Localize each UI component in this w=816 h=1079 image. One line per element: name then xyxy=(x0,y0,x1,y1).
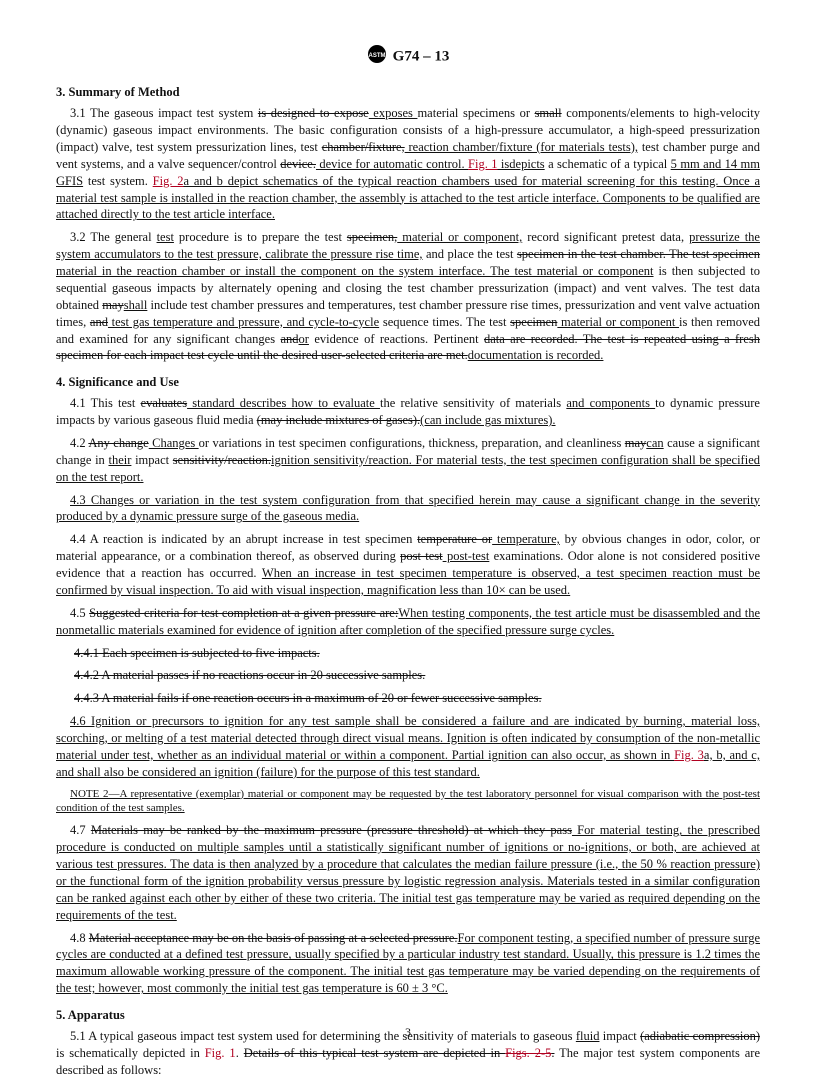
page-number: 3 xyxy=(0,1024,816,1040)
para-4-5: 4.5 Suggested criteria for test completi… xyxy=(56,605,760,639)
fig1-link-2[interactable]: Fig. 1 xyxy=(205,1046,236,1060)
para-3-2: 3.2 The general test procedure is to pre… xyxy=(56,229,760,364)
para-3-1: 3.1 The gaseous impact test system is de… xyxy=(56,105,760,223)
section-5-title: 5. Apparatus xyxy=(56,1007,760,1024)
para-4-4: 4.4 A reaction is indicated by an abrupt… xyxy=(56,531,760,599)
para-4-4-1: 4.4.1 Each specimen is subjected to five… xyxy=(74,645,760,662)
para-4-8: 4.8 Material acceptance may be on the ba… xyxy=(56,930,760,998)
para-4-1: 4.1 This test evaluates standard describ… xyxy=(56,395,760,429)
para-4-7: 4.7 Materials may be ranked by the maxim… xyxy=(56,822,760,923)
para-4-4-3: 4.4.3 A material fails if one reaction o… xyxy=(74,690,760,707)
fig2-link[interactable]: Fig. 2 xyxy=(153,174,184,188)
note-2: NOTE 2—A representative (exemplar) mater… xyxy=(56,787,760,817)
para-4-4-2: 4.4.2 A material passes if no reactions … xyxy=(74,667,760,684)
para-4-2: 4.2 Any change Changes or variations in … xyxy=(56,435,760,486)
para-4-3: 4.3 Changes or variation in the test sys… xyxy=(56,492,760,526)
para-4-6: 4.6 Ignition or precursors to ignition f… xyxy=(56,713,760,781)
astm-logo: ASTM xyxy=(367,44,387,70)
section-4-title: 4. Significance and Use xyxy=(56,374,760,391)
fig3-link[interactable]: Fig. 3 xyxy=(674,748,704,762)
section-3-title: 3. Summary of Method xyxy=(56,84,760,101)
fig1-link[interactable]: Fig. 1 xyxy=(468,157,497,171)
svg-text:ASTM: ASTM xyxy=(368,53,385,59)
doc-id: G74 – 13 xyxy=(393,49,450,65)
page-header: ASTM G74 – 13 xyxy=(56,44,760,70)
